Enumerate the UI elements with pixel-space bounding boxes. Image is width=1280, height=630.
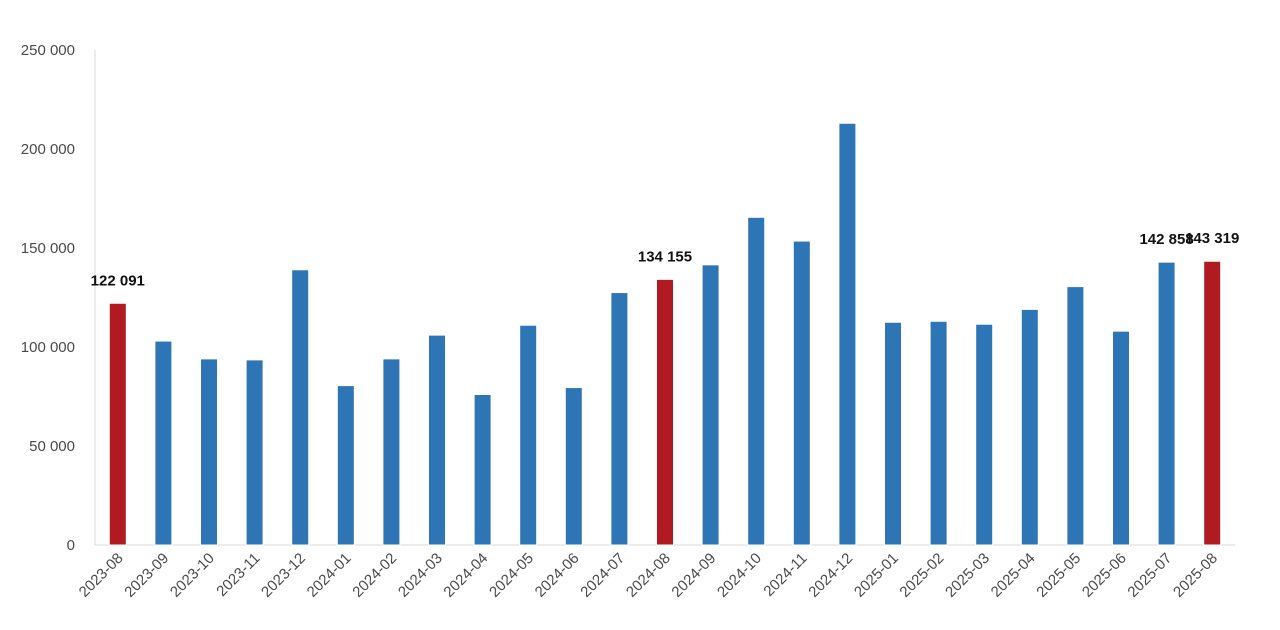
bar-2024-04: [473, 394, 492, 546]
bar-2025-07: [1157, 261, 1176, 546]
x-tick-label: 2025-07: [1124, 550, 1175, 601]
x-tick-label: 2024-06: [532, 550, 583, 601]
bar-2025-02: [929, 320, 948, 546]
bar-2024-06: [564, 387, 583, 546]
x-tick-label: 2024-04: [440, 550, 491, 601]
bar-2025-08: [1203, 260, 1222, 546]
bar-2023-12: [291, 269, 310, 546]
bar-2025-03: [975, 323, 994, 546]
x-tick-label: 2023-10: [167, 550, 218, 601]
x-tick-label: 2023-08: [76, 550, 127, 601]
x-tick-label: 2024-02: [349, 550, 400, 601]
bar-2023-11: [245, 359, 264, 546]
data-label: 122 091: [91, 272, 145, 289]
bar-2024-03: [428, 334, 446, 546]
x-tick-label: 2024-10: [714, 550, 765, 601]
y-tick-label: 200 000: [21, 141, 75, 158]
bar-2023-08: [108, 302, 127, 546]
y-tick-label: 50 000: [29, 438, 75, 455]
y-tick-label: 0: [67, 537, 75, 554]
x-tick-label: 2025-04: [988, 550, 1039, 601]
bar-2024-01: [336, 385, 355, 546]
x-tick-label: 2024-11: [760, 550, 810, 600]
x-tick-label: 2024-07: [577, 550, 628, 601]
y-tick-label: 250 000: [21, 42, 75, 59]
data-label: 134 155: [638, 248, 692, 265]
x-tick-label: 2024-01: [304, 550, 355, 601]
bar-2025-01: [884, 321, 902, 546]
x-tick-label: 2025-05: [1033, 550, 1084, 601]
bar-2025-06: [1112, 330, 1130, 546]
bar-2024-05: [519, 324, 538, 546]
x-tick-label: 2025-01: [851, 550, 902, 601]
bar-2023-09: [154, 340, 173, 546]
bar-2025-05: [1066, 286, 1085, 546]
bar-2024-02: [382, 358, 401, 546]
x-tick-label: 2023-09: [121, 550, 172, 601]
bar-2024-09: [701, 264, 720, 546]
x-tick-label: 2025-08: [1170, 550, 1221, 601]
x-tick-label: 2024-12: [805, 550, 856, 601]
bar-2024-10: [747, 216, 766, 546]
x-tick-label: 2024-03: [395, 550, 446, 601]
y-tick-label: 100 000: [21, 339, 75, 356]
data-label: 142 858: [1139, 231, 1193, 248]
x-tick-label: 2024-09: [668, 550, 719, 601]
x-tick-label: 2025-03: [942, 550, 993, 601]
bar-2024-07: [610, 292, 629, 546]
x-tick-label: 2023-11: [213, 550, 263, 600]
x-tick-label: 2023-12: [258, 550, 309, 601]
x-tick-label: 2024-08: [623, 550, 674, 601]
bar-2024-12: [838, 122, 857, 546]
bar-2025-04: [1020, 308, 1039, 546]
x-tick-label: 2025-06: [1079, 550, 1130, 601]
data-label: 143 319: [1185, 230, 1239, 247]
y-tick-label: 150 000: [21, 240, 75, 257]
x-tick-label: 2024-05: [486, 550, 537, 601]
bar-2023-10: [200, 358, 218, 546]
bar-2024-11: [792, 240, 811, 546]
bar-2024-08: [656, 278, 674, 546]
x-tick-label: 2025-02: [896, 550, 947, 601]
